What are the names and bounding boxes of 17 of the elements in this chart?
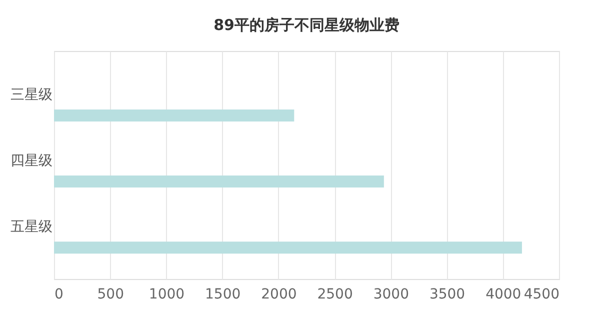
bar: [54, 109, 294, 122]
chart-title: 89平的房子不同星级物业费: [214, 16, 400, 34]
x-tick-label: 4000: [486, 286, 522, 302]
y-tick-label: 四星级: [10, 153, 52, 170]
bar: [54, 176, 384, 188]
bar: [54, 242, 522, 254]
x-tick-label: 0: [54, 286, 64, 302]
x-tick-label: 1000: [148, 286, 185, 302]
x-tick-label: 3500: [429, 286, 466, 302]
x-tick-label: 500: [97, 286, 124, 302]
y-tick-label: 五星级: [10, 219, 52, 236]
x-tick-label: 2500: [317, 286, 353, 302]
x-tick-label: 4500: [524, 286, 560, 302]
x-tick-label: 3000: [373, 286, 409, 302]
x-tick-label: 2000: [261, 286, 297, 302]
y-tick-label: 三星级: [10, 86, 52, 103]
x-tick-label: 1500: [205, 286, 241, 302]
